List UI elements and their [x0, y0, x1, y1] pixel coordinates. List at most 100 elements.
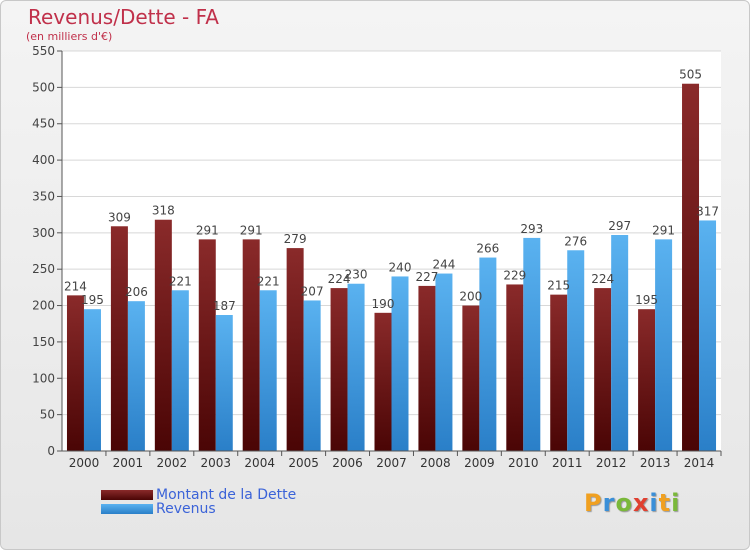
data-label: 207 [301, 284, 324, 298]
data-label: 221 [169, 274, 192, 288]
bar-debt [66, 295, 84, 451]
x-tick-label: 2003 [200, 456, 231, 470]
x-tick-label: 2006 [332, 456, 363, 470]
data-label: 230 [345, 268, 368, 282]
y-tick-label: 150 [32, 335, 55, 349]
data-label: 309 [108, 210, 131, 224]
legend-swatch-revenue [101, 504, 153, 514]
data-label: 224 [591, 272, 614, 286]
x-tick-label: 2013 [640, 456, 671, 470]
bar-debt [286, 248, 304, 451]
data-label: 214 [64, 279, 87, 293]
data-label: 195 [635, 293, 658, 307]
y-tick-label: 100 [32, 371, 55, 385]
data-label: 291 [196, 223, 219, 237]
bar-debt [638, 309, 656, 451]
legend-swatch-debt [101, 490, 153, 500]
y-tick-label: 50 [40, 408, 55, 422]
logo-letter: P [584, 489, 603, 517]
bar-revenue [259, 290, 277, 451]
logo-letter: i [649, 489, 659, 517]
y-tick-label: 0 [47, 444, 55, 458]
data-label: 276 [564, 234, 587, 248]
data-label: 187 [213, 299, 236, 313]
data-label: 291 [652, 223, 675, 237]
x-tick-label: 2010 [508, 456, 539, 470]
bar-debt [154, 219, 172, 451]
logo-letter: o [615, 489, 633, 517]
x-tick-label: 2012 [596, 456, 627, 470]
x-tick-label: 2014 [684, 456, 715, 470]
bar-debt [594, 288, 612, 451]
bar-debt [374, 312, 392, 451]
y-tick-label: 450 [32, 117, 55, 131]
chart-subtitle: (en milliers d'€) [26, 30, 113, 43]
data-label: 195 [81, 293, 104, 307]
bar-revenue [567, 250, 585, 451]
x-tick-label: 2002 [157, 456, 188, 470]
bar-debt [330, 288, 348, 451]
x-tick-label: 2000 [69, 456, 100, 470]
bar-revenue [655, 239, 673, 451]
x-tick-label: 2005 [288, 456, 319, 470]
logo-letter: i [671, 489, 681, 517]
data-label: 229 [503, 268, 526, 282]
data-label: 200 [459, 290, 482, 304]
proxiti-logo: Proxiti [584, 489, 680, 517]
x-tick-label: 2008 [420, 456, 451, 470]
bar-debt [462, 305, 480, 451]
data-label: 215 [547, 279, 570, 293]
bar-revenue [611, 235, 629, 451]
logo-letter: t [658, 489, 672, 517]
bar-revenue [347, 283, 365, 451]
data-label: 244 [432, 258, 455, 272]
bar-revenue [435, 273, 453, 451]
bar-revenue [479, 257, 497, 451]
data-label: 206 [125, 285, 148, 299]
x-tick-label: 2007 [376, 456, 407, 470]
data-label: 221 [257, 274, 280, 288]
x-tick-label: 2001 [113, 456, 144, 470]
y-tick-label: 250 [32, 262, 55, 276]
chart-title: Revenus/Dette - FA [28, 5, 219, 29]
data-label: 224 [328, 272, 351, 286]
bar-revenue [391, 276, 409, 451]
y-tick-label: 350 [32, 189, 55, 203]
y-tick-label: 200 [32, 299, 55, 313]
data-label: 297 [608, 219, 631, 233]
bar-debt [418, 285, 436, 451]
y-tick-label: 550 [32, 44, 55, 58]
bar-revenue [127, 301, 145, 451]
x-tick-label: 2011 [552, 456, 583, 470]
legend-label-debt: Montant de la Dette [156, 487, 297, 503]
data-label: 227 [415, 270, 438, 284]
data-label: 240 [389, 260, 412, 274]
data-label: 293 [520, 222, 543, 236]
bar-revenue [83, 309, 101, 451]
bar-revenue [523, 237, 541, 451]
bar-debt [550, 294, 568, 451]
data-label: 190 [372, 297, 395, 311]
y-tick-label: 500 [32, 80, 55, 94]
bar-debt [198, 239, 216, 451]
logo-letter: x [632, 489, 650, 517]
data-label: 266 [476, 242, 499, 256]
bar-revenue [171, 290, 189, 451]
bar-revenue [215, 315, 233, 451]
bar-debt [242, 239, 260, 451]
bar-debt [506, 284, 524, 451]
x-tick-label: 2004 [244, 456, 275, 470]
data-label: 279 [284, 232, 307, 246]
data-label: 505 [679, 68, 702, 82]
bar-revenue [303, 300, 321, 451]
legend-label-revenue: Revenus [156, 501, 216, 517]
data-label: 317 [696, 204, 719, 218]
bar-revenue [699, 220, 717, 451]
logo-letter: r [602, 489, 616, 517]
data-label: 318 [152, 204, 175, 218]
bar-debt [682, 83, 700, 452]
y-tick-label: 300 [32, 226, 55, 240]
x-tick-label: 2009 [464, 456, 495, 470]
